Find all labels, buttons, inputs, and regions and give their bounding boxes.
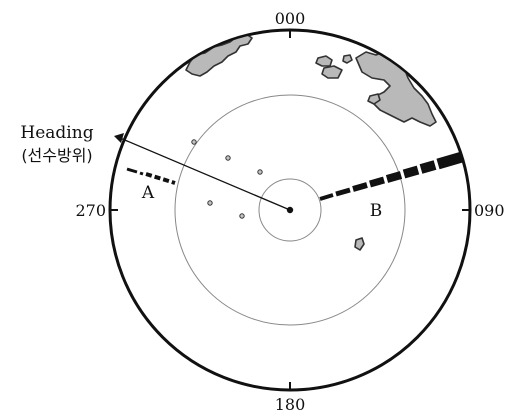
land-island-1 [315,55,333,67]
radar-echo [257,169,263,175]
radar-echo [191,139,197,145]
land-island-2 [321,65,343,79]
heading-label-korean: (선수방위) [21,146,92,165]
land-island-5 [367,93,381,105]
heading-label: Heading [20,123,93,143]
own-ship-dot [286,206,294,214]
bearing-label-090: 090 [474,201,505,220]
marker-b-label: B [370,201,383,221]
land-island-4 [354,237,365,251]
radar-echo [239,213,245,219]
marker-a-bearing [126,167,176,185]
radar-echo [225,155,231,161]
land-island-3 [342,54,353,64]
bearing-label-180: 180 [275,395,306,414]
bearing-label-270: 270 [75,201,106,220]
marker-a-label: A [141,183,155,203]
marker-b-bearing [319,151,464,201]
radar-echo [207,200,213,206]
heading-line [119,137,291,211]
bearing-label-000: 000 [275,9,306,28]
middle-range-ring [174,94,406,326]
heading-arrow-icon [114,133,124,143]
inner-range-ring [258,178,322,242]
